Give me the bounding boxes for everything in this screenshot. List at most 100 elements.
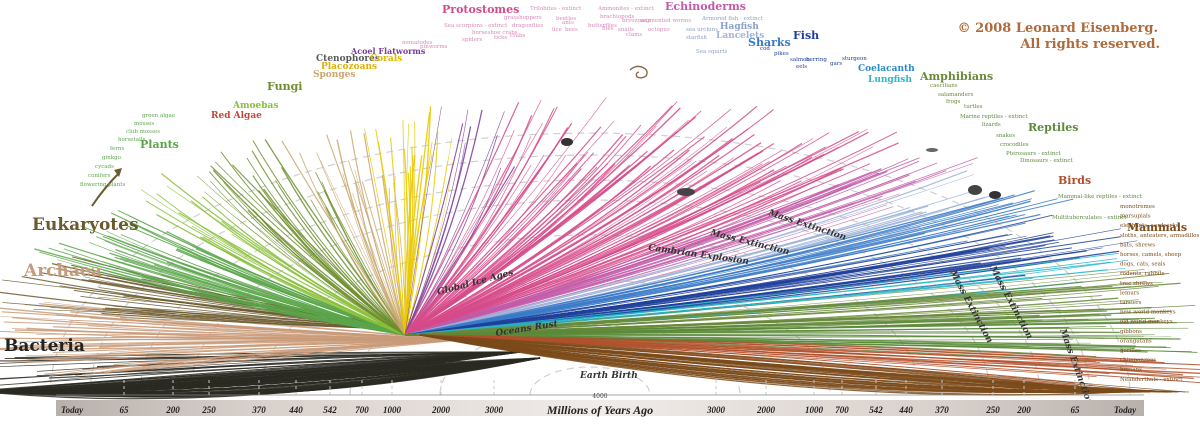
branch-line <box>404 101 520 336</box>
branch-line <box>204 191 406 336</box>
branch-line <box>390 137 406 336</box>
leaf-label: clams <box>626 32 642 38</box>
branch-line <box>220 248 406 336</box>
branch-line <box>404 171 873 336</box>
leaf-label: butterflies <box>588 23 617 29</box>
branch-line <box>326 134 406 336</box>
timeline-label-left: 440 <box>288 405 303 415</box>
branch-line <box>31 351 521 383</box>
branch-line <box>0 351 521 392</box>
branch-line <box>12 338 461 343</box>
branch-line <box>404 168 582 336</box>
branch-line <box>404 126 602 336</box>
timeline-center-label: Millions of Years Ago <box>546 403 653 417</box>
timeline-label-left: 3000 <box>484 405 504 415</box>
branch-line <box>404 232 926 336</box>
time-ring <box>89 154 1091 396</box>
branch-line <box>0 351 521 386</box>
timeline-label-left: 1000 <box>383 405 402 415</box>
leaf-label: Neanderthals - extinct <box>1120 377 1183 383</box>
leaf-label: chimpanzees <box>1120 358 1156 364</box>
clade-corals: Corals <box>370 54 402 64</box>
leaf-label: gibbons <box>1120 329 1142 335</box>
copyright-line-1: © 2008 Leonard Eisenberg. <box>958 21 1158 36</box>
leaf-label: ticks <box>494 35 507 41</box>
leaf-label: Trilobites - extinct <box>530 6 582 12</box>
clade-protostomes: Protostomes <box>442 3 519 16</box>
branch-line <box>404 149 690 336</box>
leaf-label: Pterosaurs - extinct <box>1006 151 1062 157</box>
reptile-icon <box>989 191 1001 199</box>
event-mass-extinction-4: Mass Extinction <box>987 264 1034 341</box>
branch-line <box>404 181 762 336</box>
branch-line <box>404 154 567 336</box>
leaf-labels: flowering plants conifers cycads ginkgo fern… <box>80 6 1199 383</box>
mammal-like-icon <box>968 185 982 195</box>
leaf-label: sloths, anteaters, armadillos <box>1120 233 1199 239</box>
clade-amoebas: Amoebas <box>232 101 278 111</box>
branch-line <box>404 292 1049 336</box>
branch-line <box>178 212 406 336</box>
leaf-label: horseshoe crabs <box>472 30 518 36</box>
branch-line <box>419 334 1056 393</box>
leaf-label: starfish <box>686 35 707 41</box>
leaf-label: cod <box>760 46 770 52</box>
branch-line <box>182 267 406 336</box>
timeline-label-right: 1000 <box>805 405 824 415</box>
leaf-label: ferns <box>110 146 124 152</box>
branch-line <box>404 154 545 336</box>
branch-line <box>404 160 745 336</box>
leaf-label: lice <box>552 27 562 33</box>
timeline-label-right: Today <box>1114 405 1137 415</box>
leaf-label: elephants, aardvarks <box>1120 223 1179 229</box>
branch-line <box>404 124 642 336</box>
branch-line <box>419 334 1100 363</box>
domain-bacteria: Bacteria <box>4 336 85 356</box>
timeline-label-right: 250 <box>985 405 1000 415</box>
branch-line <box>404 106 442 336</box>
branch-line <box>404 252 1119 336</box>
leaf-label: flowering plants <box>80 182 125 188</box>
branch-line <box>404 215 1009 336</box>
branch-line <box>281 140 406 336</box>
branch-line <box>404 239 1002 336</box>
leaf-label: bats, shrews <box>1120 242 1155 248</box>
branch-line <box>247 209 406 336</box>
timeline-label-left: 2000 <box>431 405 451 415</box>
leaf-label: crabs <box>510 33 526 39</box>
branch-line <box>0 351 521 392</box>
branch-line <box>419 334 1044 393</box>
leaf-label: monotremes <box>1120 204 1155 210</box>
branch-line <box>404 154 416 336</box>
trilobite-icon <box>561 138 573 146</box>
timeline-label-left: Today <box>61 405 84 415</box>
branch-line <box>404 250 977 336</box>
leaf-label: ants <box>562 20 574 26</box>
leaf-label: Multituberculates - extinct <box>1052 215 1127 221</box>
leaf-label: nematodes <box>402 40 433 46</box>
branch-line <box>404 123 464 336</box>
branch-line <box>404 149 675 336</box>
time-ring <box>49 132 1131 396</box>
branch-line <box>377 141 406 336</box>
leaf-label: humans <box>1120 367 1142 373</box>
branch-line <box>381 174 406 336</box>
leaf-label: dogs, cats, seals <box>1120 262 1166 268</box>
leaf-label: snails <box>618 27 634 33</box>
branch-line <box>320 160 406 336</box>
timeline-label-right: 2000 <box>756 405 776 415</box>
branch-line <box>316 152 406 336</box>
branch-line <box>404 157 735 336</box>
timeline-label-right: 65 <box>1071 405 1081 415</box>
branch-line <box>404 172 412 336</box>
branch-line <box>404 130 515 336</box>
branch-line <box>0 339 461 350</box>
branch-line <box>212 169 406 336</box>
branch-line <box>404 163 700 336</box>
leaf-label: Sea scorpions - extinct <box>444 23 508 29</box>
branch-line <box>107 235 406 336</box>
branch-line <box>404 305 1196 336</box>
branch-line <box>404 165 652 336</box>
